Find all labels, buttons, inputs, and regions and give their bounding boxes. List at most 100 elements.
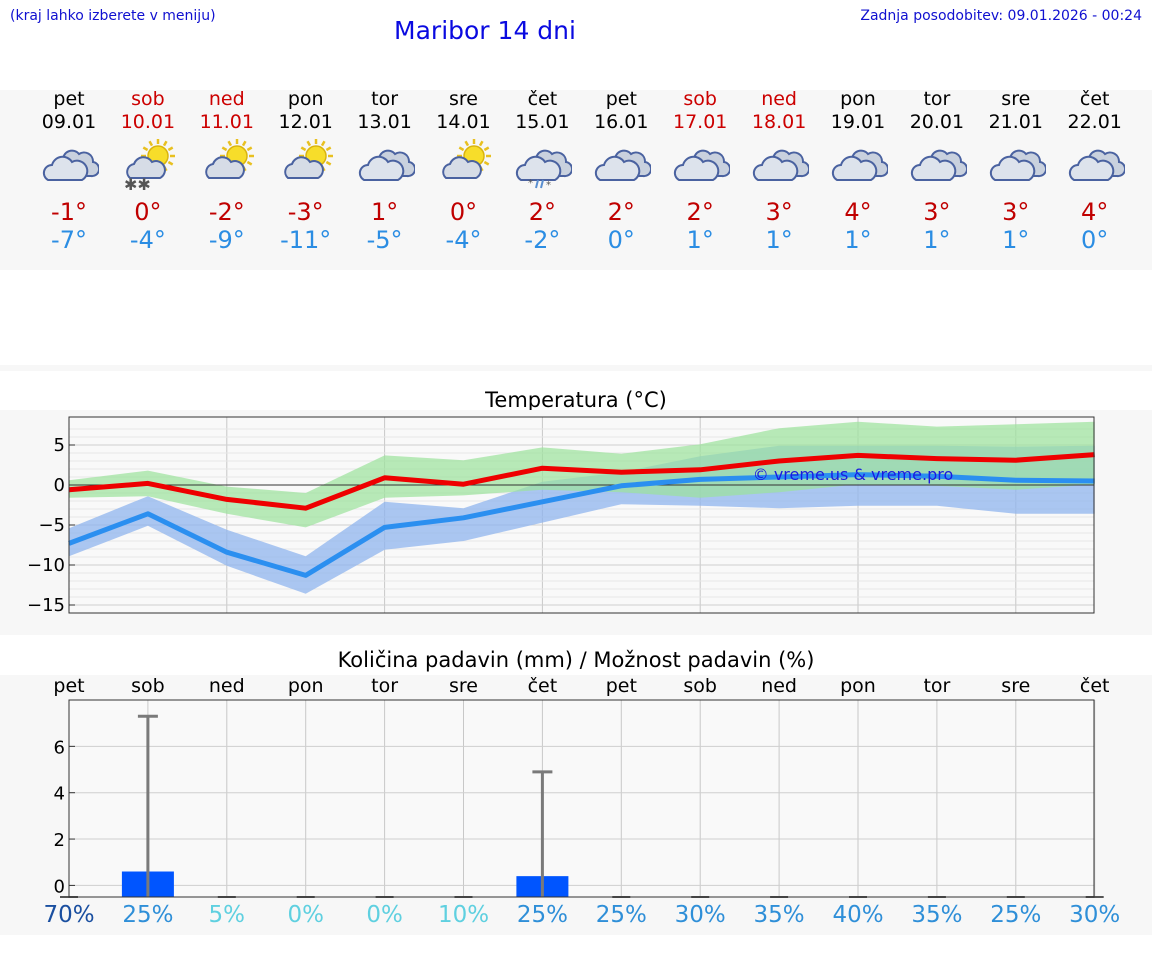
day-low-temp: 1°: [923, 226, 951, 254]
sun-cloud-icon: [204, 139, 254, 179]
day-date: 13.01: [357, 111, 412, 133]
day-low-temp: -5°: [366, 226, 403, 254]
day-name: ned: [208, 88, 245, 110]
day-name: sre: [449, 88, 478, 110]
day-high-temp: 3°: [765, 198, 793, 226]
max-temp-line: [68, 452, 1095, 511]
precipitation-probability: 25%: [122, 902, 174, 928]
day-high-temp: -3°: [287, 198, 324, 226]
precipitation-day-label: sre: [1001, 675, 1031, 697]
day-low-temp: 1°: [844, 226, 872, 254]
precipitation-probability: 35%: [911, 902, 963, 928]
day-name: tor: [923, 88, 951, 110]
day-low-temp: 1°: [686, 226, 714, 254]
day-low-temp: -11°: [280, 226, 332, 254]
day-high-temp: 4°: [844, 198, 872, 226]
sun-cloud-snow-icon: ✱✱: [124, 139, 175, 192]
precipitation-probability: 0%: [366, 902, 403, 928]
cloudy-icon: [989, 149, 1046, 181]
cloudy-icon: [595, 149, 652, 181]
day-high-temp: 3°: [923, 198, 951, 226]
page-title: Maribor 14 dni: [394, 16, 576, 45]
precipitation-tick-label: 0: [54, 876, 65, 897]
cloud-sleet-icon: * *: [516, 149, 573, 191]
precipitation-day-label: ned: [208, 675, 245, 697]
precipitation-probability: 35%: [753, 902, 805, 928]
precipitation-day-label: pon: [840, 675, 876, 697]
precipitation-tick-label: 2: [54, 830, 65, 851]
precipitation-day-label: pet: [53, 675, 85, 697]
cloudy-icon: [1068, 149, 1125, 181]
precipitation-probability: 30%: [1069, 902, 1121, 928]
day-date: 09.01: [41, 111, 97, 133]
temperature-tick-label: 5: [54, 435, 65, 456]
day-date: 22.01: [1067, 111, 1122, 133]
precipitation-plot-area: [69, 700, 1094, 897]
precipitation-probability: 30%: [674, 902, 726, 928]
sun-cloud-icon: [441, 139, 491, 179]
precipitation-probability: 10%: [437, 902, 490, 928]
day-name: sob: [131, 88, 165, 110]
location-hint: (kraj lahko izberete v meniju): [10, 8, 216, 24]
temperature-tick-label: 0: [54, 475, 65, 496]
day-date: 10.01: [120, 111, 176, 133]
watermark: © vreme.us & vreme.pro: [753, 465, 954, 484]
day-date: 20.01: [909, 111, 965, 133]
day-high-temp: -1°: [51, 198, 87, 226]
day-high-temp: 0°: [449, 198, 478, 226]
temperature-tick-label: −10: [27, 555, 65, 576]
temperature-tick-label: −5: [38, 515, 65, 536]
svg-text:*: *: [546, 180, 551, 191]
temperature-title: Temperatura (°C): [485, 388, 667, 412]
day-low-temp: 1°: [1002, 226, 1030, 254]
day-name: tor: [371, 88, 399, 110]
day-low-temp: -2°: [524, 226, 561, 254]
day-high-temp: 3°: [1002, 198, 1030, 226]
precipitation-frame: [68, 699, 1095, 898]
precipitation-day-label: tor: [923, 675, 951, 697]
cloudy-icon: [831, 149, 888, 181]
day-date: 12.01: [278, 111, 333, 133]
day-low-temp: 1°: [765, 226, 793, 254]
day-high-temp: 4°: [1081, 198, 1109, 226]
separator: [0, 365, 1152, 371]
day-high-temp: 2°: [607, 198, 635, 226]
sun-cloud-icon: [283, 139, 333, 179]
precipitation-title: Količina padavin (mm) / Možnost padavin …: [337, 648, 815, 672]
day-low-temp: -4°: [129, 226, 166, 254]
day-low-temp: -4°: [445, 226, 482, 254]
precipitation-day-label: sob: [683, 675, 717, 697]
day-date: 15.01: [515, 111, 570, 133]
forecast-band: [0, 90, 1152, 270]
precipitation-probability: 0%: [287, 902, 324, 928]
day-high-temp: 2°: [686, 198, 714, 226]
svg-text:*: *: [528, 178, 533, 189]
precipitation-probability: 25%: [516, 902, 568, 928]
day-date: 17.01: [672, 111, 728, 133]
precipitation-day-label: tor: [371, 675, 399, 697]
day-date: 19.01: [830, 111, 886, 133]
day-name: čet: [1079, 88, 1110, 110]
day-date: 18.01: [751, 111, 807, 133]
cloudy-icon: [358, 149, 415, 181]
day-high-temp: -2°: [208, 198, 245, 226]
cloudy-icon: [42, 149, 99, 181]
precipitation-probability: 40%: [832, 902, 884, 928]
temperature-tick-label: −15: [27, 595, 65, 616]
day-name: pon: [287, 88, 324, 110]
cloudy-icon: [752, 149, 810, 181]
precipitation-tick-label: 4: [54, 784, 65, 805]
day-name: čet: [527, 88, 558, 110]
cloudy-icon: [910, 149, 967, 181]
precipitation-tick-label: 6: [54, 737, 65, 758]
precipitation-day-label: pet: [605, 675, 637, 697]
temperature-frame: [68, 416, 1095, 614]
min-temp-line: [68, 472, 1095, 578]
day-high-temp: 1°: [370, 198, 399, 226]
day-name: sre: [1001, 88, 1031, 110]
day-name: ned: [761, 88, 797, 110]
precipitation-day-label: pon: [287, 675, 324, 697]
precipitation-day-label: čet: [1079, 675, 1110, 697]
